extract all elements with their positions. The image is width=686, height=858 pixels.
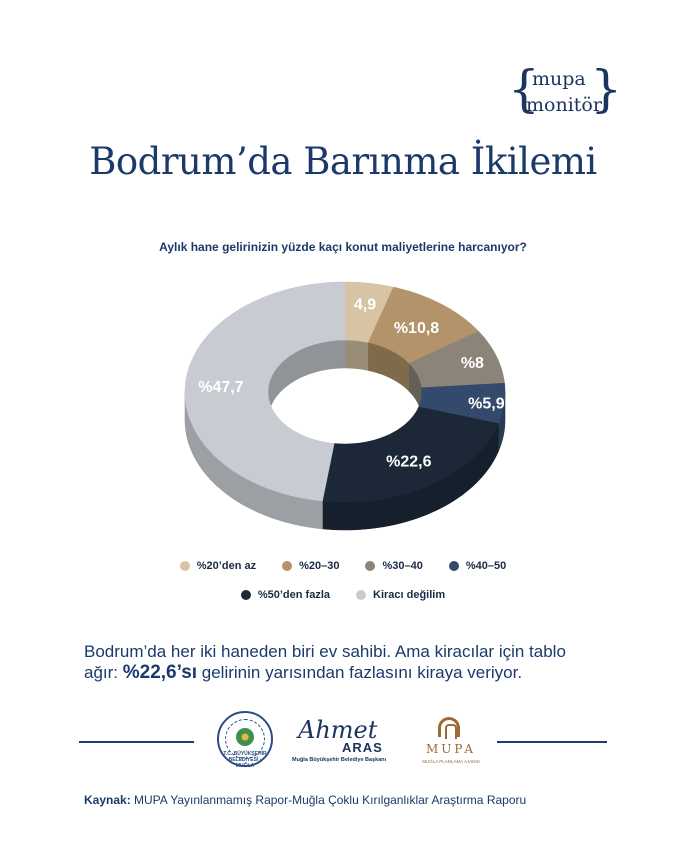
arch-mark-icon <box>438 717 460 739</box>
slice-label-2: %8 <box>461 355 484 372</box>
mupa-name: MUPA <box>425 742 477 756</box>
brand-line-2: monitör <box>526 94 602 116</box>
donut-labels: 4,9 %10,8 %8 %5,9 %22,6 %47,7 <box>198 297 505 471</box>
legend-label: Kiracı değilim <box>373 589 446 601</box>
source-note: Kaynak: MUPA Yayınlanmamış Rapor-Muğla Ç… <box>84 793 526 807</box>
legend-row-2: %50’den fazla Kiracı değilim <box>0 589 686 601</box>
aras-signature: Ahmet <box>298 716 378 744</box>
legend-swatch-icon <box>282 561 293 571</box>
divider-left <box>79 741 194 743</box>
slice-label-1: %10,8 <box>394 320 439 337</box>
source-label: Kaynak: <box>84 793 131 807</box>
divider-right <box>497 741 607 743</box>
brand-line-1: mupa <box>532 68 586 90</box>
aras-surname: ARAS <box>342 740 383 755</box>
legend-item-0: %20’den az <box>179 560 257 572</box>
summary-after: gelirinin yarısından fazlasını kiraya ve… <box>197 663 523 682</box>
legend-item-3: %40–50 <box>448 560 507 572</box>
aras-role: Muğla Büyükşehir Belediye Başkanı <box>292 757 387 763</box>
legend-item-5: Kiracı değilim <box>356 589 445 601</box>
right-brace-icon: } <box>590 60 622 118</box>
mugla-municipality-logo: T.C. BÜYÜKŞEHİR BELEDİYESİ · MUĞLA <box>217 711 273 769</box>
legend-label: %30–40 <box>382 560 423 572</box>
slice-label-4: %22,6 <box>386 454 431 471</box>
source-text: MUPA Yayınlanmamış Rapor-Muğla Çoklu Kır… <box>130 793 527 807</box>
slice-5 <box>184 281 346 502</box>
municipality-logo-text: T.C. BÜYÜKŞEHİR BELEDİYESİ · MUĞLA <box>223 751 267 769</box>
left-brace-icon: { <box>508 60 540 118</box>
mupa-agency-logo: MUPA MUĞLA PLANLAMA AJANSI <box>420 715 482 771</box>
inner-wall-0-0 <box>344 339 369 371</box>
flower-emblem-icon <box>236 728 254 746</box>
legend-item-2: %30–40 <box>365 560 423 572</box>
slice-label-0: 4,9 <box>354 297 376 314</box>
slice-label-3: %5,9 <box>468 395 505 412</box>
donut-chart: 4,9 %10,8 %8 %5,9 %22,6 %47,7 <box>184 281 506 531</box>
seal-ring-icon <box>225 719 265 759</box>
chart-title: Aylık hane gelirinizin yüzde kaçı konut … <box>159 240 527 254</box>
mupa-subtitle: MUĞLA PLANLAMA AJANSI <box>422 759 480 764</box>
legend-item-4: %50’den fazla <box>240 589 330 601</box>
mupa-monitor-logo: { mupa monitör } <box>508 60 628 124</box>
legend-label: %40–50 <box>465 560 507 572</box>
summary-text: Bodrum’da her iki haneden biri ev sahibi… <box>84 641 604 683</box>
legend-label: %50’den fazla <box>257 589 330 601</box>
slice-label-5: %47,7 <box>198 379 243 396</box>
summary-before: Bodrum’da her iki haneden biri ev sahibi… <box>84 642 566 682</box>
legend-swatch-icon <box>179 561 190 571</box>
legend-swatch-icon <box>448 561 459 571</box>
legend-label: %20–30 <box>299 560 340 572</box>
legend-swatch-icon <box>240 590 251 600</box>
legend-swatch-icon <box>365 561 376 571</box>
legend-label: %20’den az <box>196 560 257 572</box>
legend-row-1: %20’den az %20–30 %30–40 %40–50 <box>0 560 686 572</box>
ahmet-aras-logo: Ahmet ARAS Muğla Büyükşehir Belediye Baş… <box>290 716 410 770</box>
legend-swatch-icon <box>356 590 366 600</box>
summary-highlight: %22,6’sı <box>122 662 198 683</box>
page-title: Bodrum’da Barınma İkilemi <box>89 140 597 183</box>
legend-item-1: %20–30 <box>282 560 339 572</box>
donut-top <box>184 281 506 503</box>
